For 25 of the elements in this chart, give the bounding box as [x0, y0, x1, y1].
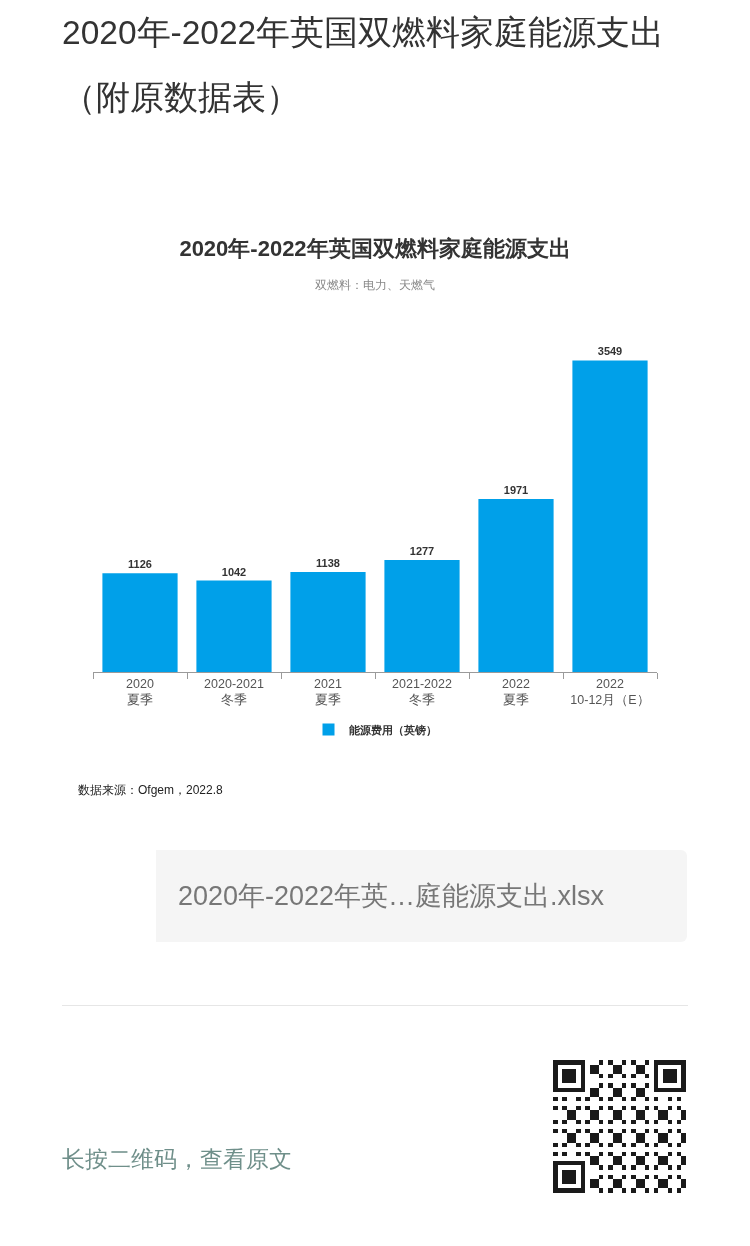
chart-title: 2020年-2022年英国双燃料家庭能源支出	[179, 236, 571, 262]
bar	[572, 360, 648, 672]
data-label: 1042	[221, 565, 247, 578]
data-label: 1971	[503, 483, 529, 496]
source-note: 数据来源：Ofgem，2022.8	[78, 782, 223, 799]
data-label: 3549	[597, 345, 623, 358]
data-label: 1126	[128, 558, 152, 571]
x-tick-label: 2020 夏季	[126, 677, 154, 708]
x-tick-label: 2022 10-12月（E）	[570, 677, 650, 708]
bar	[478, 498, 554, 672]
x-tick-label: 2021-2022 冬季	[392, 677, 452, 708]
data-label: 1277	[409, 544, 435, 557]
x-tick-label: 2020-2021 冬季	[204, 677, 264, 708]
x-tick-label: 2021 夏季	[314, 677, 342, 708]
x-tick-label: 2022 夏季	[502, 677, 530, 708]
data-label: 1138	[316, 557, 340, 570]
file-card: 2020年-2022年英…庭能源支出.xlsx	[156, 850, 687, 942]
chart-subtitle: 双燃料：电力、天燃气	[315, 278, 435, 292]
text: 长按二维码，查看原文	[62, 1145, 292, 1174]
bar	[290, 572, 366, 672]
text: 2020年-2022年英国双燃料家庭能源支出（附原数据表）	[62, 13, 666, 118]
bar	[196, 580, 272, 672]
bar	[102, 573, 178, 672]
legend-label: 能源费用（英镑）	[348, 723, 437, 737]
bar	[384, 559, 460, 672]
